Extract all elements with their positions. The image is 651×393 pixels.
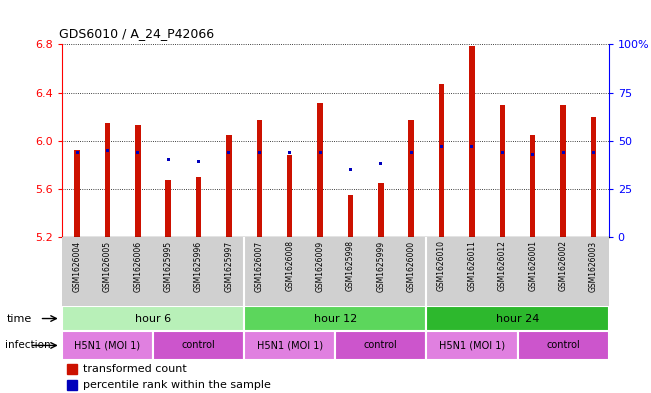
Text: GSM1626000: GSM1626000 <box>407 241 416 292</box>
Text: GSM1626011: GSM1626011 <box>467 241 477 291</box>
Text: GSM1625997: GSM1625997 <box>225 241 234 292</box>
Bar <box>76 151 79 154</box>
Text: percentile rank within the sample: percentile rank within the sample <box>83 380 271 389</box>
Text: GSM1625998: GSM1625998 <box>346 241 355 292</box>
Text: infection: infection <box>5 340 51 351</box>
Bar <box>518 331 609 360</box>
Bar <box>531 152 534 156</box>
Bar <box>440 145 443 148</box>
Text: time: time <box>7 314 32 323</box>
Text: H5N1 (MOI 1): H5N1 (MOI 1) <box>256 340 323 351</box>
Bar <box>196 177 201 237</box>
Text: GSM1626007: GSM1626007 <box>255 241 264 292</box>
Bar <box>590 117 596 237</box>
Text: H5N1 (MOI 1): H5N1 (MOI 1) <box>74 340 141 351</box>
Bar <box>226 135 232 237</box>
Bar <box>501 151 504 154</box>
Bar <box>469 46 475 237</box>
Bar <box>136 151 139 154</box>
Text: transformed count: transformed count <box>83 364 186 374</box>
Text: hour 12: hour 12 <box>314 314 357 323</box>
Bar <box>106 149 109 152</box>
Text: control: control <box>182 340 215 351</box>
Text: GSM1625999: GSM1625999 <box>376 241 385 292</box>
Bar <box>67 380 77 390</box>
Bar <box>197 160 200 163</box>
Text: GSM1626008: GSM1626008 <box>285 241 294 292</box>
Bar <box>256 120 262 237</box>
Text: GSM1626001: GSM1626001 <box>528 241 537 292</box>
Bar <box>67 364 77 374</box>
Text: hour 24: hour 24 <box>496 314 539 323</box>
Bar <box>167 158 170 162</box>
Bar <box>349 168 352 171</box>
Bar <box>227 151 230 154</box>
Text: GSM1626009: GSM1626009 <box>316 241 325 292</box>
Bar <box>74 150 80 237</box>
Bar <box>258 151 261 154</box>
Text: GSM1626003: GSM1626003 <box>589 241 598 292</box>
Bar <box>592 151 595 154</box>
Bar <box>439 84 445 237</box>
Bar <box>165 180 171 237</box>
Text: GSM1626010: GSM1626010 <box>437 241 446 292</box>
Bar <box>244 331 335 360</box>
Text: control: control <box>364 340 398 351</box>
Bar <box>380 162 382 165</box>
Text: GSM1626002: GSM1626002 <box>559 241 568 292</box>
Bar <box>426 331 518 360</box>
Bar <box>378 183 383 237</box>
Bar <box>499 105 505 237</box>
Bar <box>62 331 153 360</box>
Text: GSM1626012: GSM1626012 <box>498 241 507 291</box>
Bar <box>426 306 609 331</box>
Bar <box>561 105 566 237</box>
Bar <box>62 306 244 331</box>
Bar <box>409 151 413 154</box>
Text: GSM1626006: GSM1626006 <box>133 241 143 292</box>
Bar <box>471 145 473 148</box>
Bar <box>317 103 323 237</box>
Bar <box>153 331 244 360</box>
Text: hour 6: hour 6 <box>135 314 171 323</box>
Text: GSM1625996: GSM1625996 <box>194 241 203 292</box>
Bar <box>408 120 414 237</box>
Bar <box>244 306 426 331</box>
Text: GDS6010 / A_24_P42066: GDS6010 / A_24_P42066 <box>59 28 214 40</box>
Text: H5N1 (MOI 1): H5N1 (MOI 1) <box>439 340 505 351</box>
Bar <box>530 135 536 237</box>
Text: GSM1625995: GSM1625995 <box>163 241 173 292</box>
Bar <box>348 195 353 237</box>
Text: GSM1626004: GSM1626004 <box>72 241 81 292</box>
Bar <box>318 151 322 154</box>
Text: control: control <box>546 340 580 351</box>
Bar <box>287 155 292 237</box>
Bar <box>135 125 141 237</box>
Bar <box>562 151 564 154</box>
Bar <box>288 151 291 154</box>
Bar <box>335 331 426 360</box>
Text: GSM1626005: GSM1626005 <box>103 241 112 292</box>
Bar <box>105 123 110 237</box>
